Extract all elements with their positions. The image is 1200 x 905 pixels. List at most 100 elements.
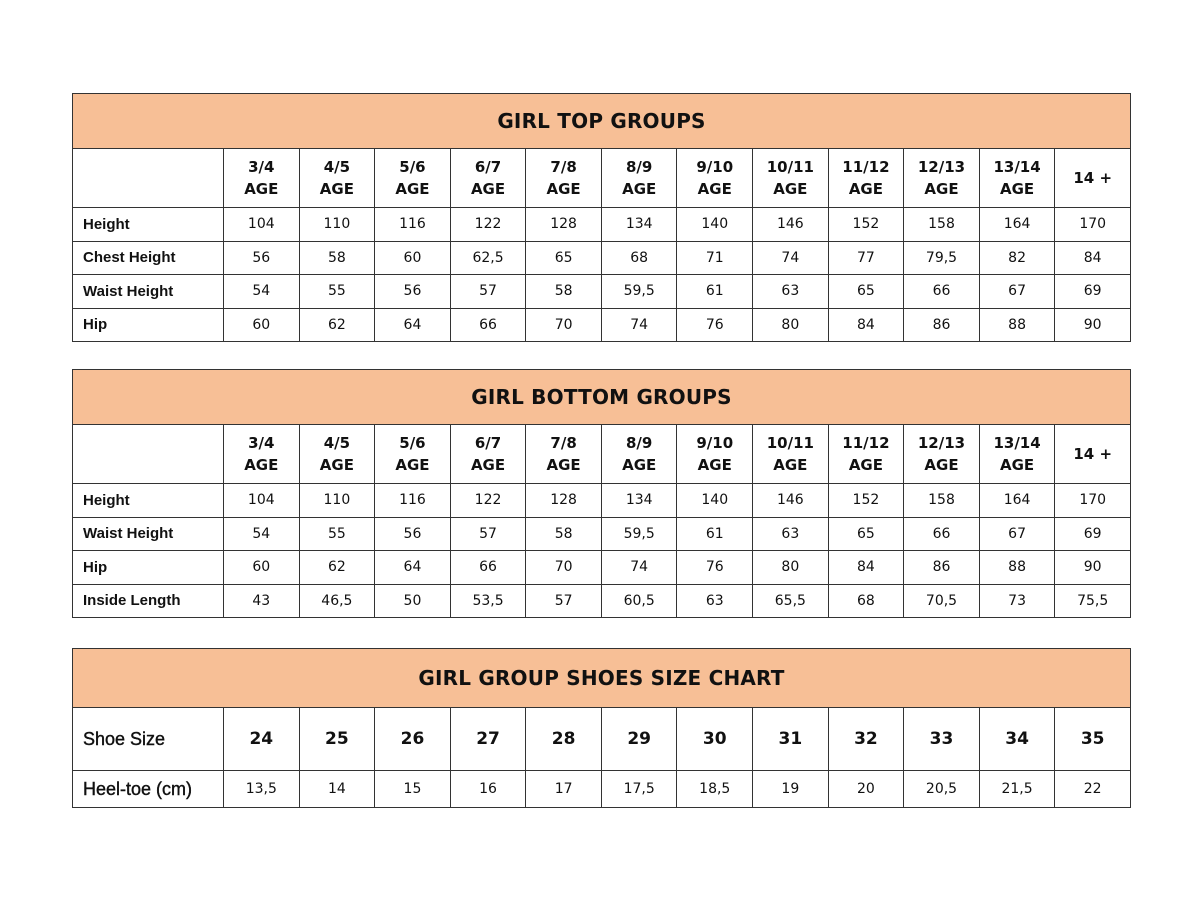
column-header: 7/8 AGE [525,424,602,484]
table-cell: 66 [903,516,980,551]
column-header-line: 26 [400,729,425,749]
column-header: 7/8 AGE [525,148,602,208]
column-header-line: 3/4 [248,434,275,452]
table-cell: 152 [827,207,905,242]
table-row: Waist Height 54 55 56 57 58 59,5 61 63 65 66 67 69 [72,516,1131,551]
table-cell: 62,5 [449,240,527,275]
row-label: Waist Height [72,274,224,309]
table-cell: 74 [600,307,678,342]
row-label: Waist Height [72,516,224,551]
table-row: Hip 60 62 64 66 70 74 76 80 84 86 88 90 [72,307,1131,342]
column-header-line: 9/10 [696,434,734,452]
table-cell: 128 [525,483,602,518]
table-cell: 61 [676,274,754,309]
table-cell: 66 [449,550,527,585]
table-cell: 80 [752,550,829,585]
row-label: Chest Height [72,240,224,275]
table-cell: 59,5 [600,274,678,309]
column-header-line: 12/13 [917,158,966,176]
column-header: 4/5 AGE [298,424,376,484]
column-header: 25 [298,707,376,771]
table-cell: 77 [827,240,905,275]
table-cell: 104 [223,483,300,518]
table-cell: 164 [978,207,1056,242]
table-cell: 146 [752,483,829,518]
table-row: Heel-toe (cm) 13,5 14 15 16 17 17,5 18,5 19 20 20,… [72,770,1131,808]
table-cell: 20,5 [903,770,980,808]
header-row: 3/4 AGE 4/5 AGE 5/6 AGE 6/7 AGE 7/8 AGE 8/9 AGE 9/10… [72,424,1131,484]
column-header-line: AGE [319,180,354,198]
table-cell: 60 [374,240,451,275]
column-header: 9/10 AGE [676,424,754,484]
column-header: 14 + [1054,148,1131,208]
table-cell: 84 [827,550,905,585]
table-cell: 158 [903,483,980,518]
column-header: 6/7 AGE [449,424,527,484]
column-header: 32 [827,707,905,771]
table-row: Waist Height 54 55 56 57 58 59,5 61 63 65 66 67 69 [72,274,1131,309]
column-header: 4/5 AGE [298,148,376,208]
column-header-line: AGE [470,456,506,474]
table-row: Chest Height 56 58 60 62,5 65 68 71 74 77 79,5 82 84 [72,240,1131,275]
table-cell: 60,5 [600,583,678,618]
table-cell: 50 [374,583,451,618]
girl-top-groups-table: GIRL TOP GROUPS 3/4 AGE 4/5 AGE 5/6 AGE 6/7 AGE 7… [72,93,1131,342]
table-cell: 70 [525,550,602,585]
column-header-line: 6/7 [474,158,502,176]
table-cell: 65,5 [752,583,829,618]
header-row: Shoe Size 24 25 26 27 28 29 30 31 32 33 34 35 [72,707,1131,771]
column-header: 24 [223,707,300,771]
column-header-line: 27 [476,729,500,749]
table-cell: 54 [223,274,300,309]
row-label: Heel-toe (cm) [72,770,224,808]
column-header: 11/12 AGE [827,148,905,208]
column-header-line: AGE [244,456,279,474]
row-label: Hip [72,307,224,342]
column-header-line: 4/5 [323,434,351,452]
table-row: Height 104 110 116 122 128 134 140 146 152 158 164 1… [72,483,1131,518]
table-cell: 70 [525,307,602,342]
table-cell: 19 [752,770,829,808]
table-cell: 15 [374,770,451,808]
table-title: GIRL BOTTOM GROUPS [72,369,1131,425]
table-cell: 21,5 [978,770,1056,808]
table-cell: 79,5 [903,240,980,275]
table-cell: 18,5 [676,770,754,808]
column-header-line: 25 [325,729,349,749]
column-header: 8/9 AGE [600,148,678,208]
column-header-line: 35 [1080,729,1105,749]
table-cell: 74 [600,550,678,585]
table-cell: 61 [676,516,754,551]
empty-corner-cell [72,424,224,484]
column-header: 13/14 AGE [978,424,1056,484]
table-cell: 63 [676,583,754,618]
column-header-line: 4/5 [323,158,351,176]
row-label: Inside Length [72,583,224,618]
table-cell: 56 [374,274,451,309]
table-title: GIRL TOP GROUPS [72,93,1131,149]
table-cell: 110 [298,483,376,518]
column-header: 13/14 AGE [978,148,1056,208]
column-header: 10/11 AGE [752,148,829,208]
table-cell: 70,5 [903,583,980,618]
column-header-line: 30 [702,729,727,749]
table-cell: 58 [525,516,602,551]
table-cell: 55 [298,516,376,551]
column-header-line: 13/14 [993,158,1041,176]
column-header: 35 [1054,707,1131,771]
column-header: 10/11 AGE [752,424,829,484]
column-header-line: 7/8 [550,158,577,176]
table-cell: 65 [827,516,905,551]
table-cell: 86 [903,550,980,585]
column-header-line: AGE [546,456,581,474]
empty-corner-cell [72,148,224,208]
table-cell: 134 [600,483,678,518]
column-header-line: AGE [470,180,506,198]
table-cell: 152 [827,483,905,518]
column-header-line: AGE [999,456,1035,474]
column-header-line: 5/6 [399,434,426,452]
column-header-line: 10/11 [766,158,814,176]
table-cell: 57 [525,583,602,618]
table-cell: 73 [978,583,1056,618]
table-cell: 158 [903,207,980,242]
